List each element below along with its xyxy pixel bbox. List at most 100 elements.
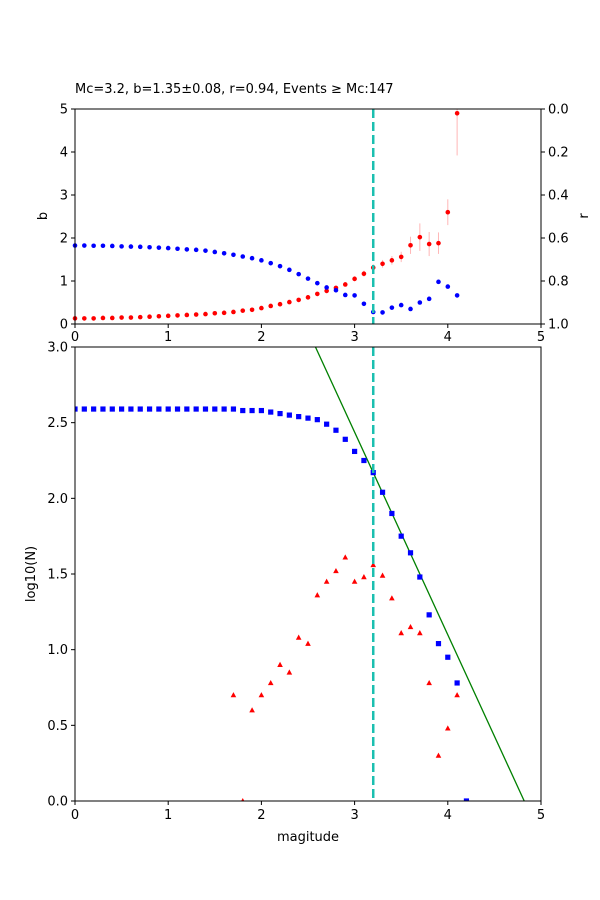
b-value-point	[454, 111, 460, 116]
bottom-x-tick-label: 0	[71, 808, 79, 823]
r-value-point	[82, 243, 87, 248]
r-value-point	[128, 244, 134, 249]
cumulative-count-point	[435, 641, 442, 647]
b-value-point	[100, 315, 106, 321]
b-value-point	[408, 243, 413, 248]
b-value-point	[128, 315, 134, 320]
cumulative-count-point	[174, 406, 181, 412]
r-y-tick-label: 0.8	[548, 275, 569, 290]
r-y-tick-label: 0.4	[548, 189, 569, 204]
r-value-point	[268, 260, 274, 266]
cumulative-count-point	[165, 406, 171, 412]
cumulative-count-point	[212, 406, 218, 412]
noncumulative-count-point	[258, 692, 265, 698]
cumulative-count-point	[109, 406, 115, 412]
cumulative-count-point	[202, 406, 209, 412]
b-value-point	[436, 240, 441, 246]
bottom-x-tick-label: 1	[164, 808, 172, 823]
cumulative-count-point	[258, 407, 264, 414]
r-value-point	[119, 244, 124, 249]
b-value-point	[445, 209, 451, 215]
b-value-point	[137, 314, 143, 320]
r-value-point	[426, 296, 432, 302]
b-panel-frame	[74, 108, 542, 325]
b-value-point	[231, 309, 236, 315]
b-value-point	[165, 313, 171, 319]
r-value-point	[389, 305, 395, 310]
cumulative-count-point	[240, 407, 246, 414]
noncumulative-count-point	[342, 554, 349, 560]
b-value-point	[305, 295, 311, 300]
b-y-tick-label: 0	[60, 318, 68, 333]
r-value-point	[333, 287, 339, 293]
b-value-point	[287, 299, 292, 305]
b-axis-label: b	[36, 212, 51, 220]
log-n-y-tick-label: 2.5	[47, 416, 68, 431]
cumulative-count-point	[398, 533, 404, 539]
b-value-point	[82, 316, 87, 321]
cumulative-count-point	[361, 457, 367, 464]
log-n-y-tick-label: 1.5	[47, 568, 68, 583]
noncumulative-count-point	[445, 725, 451, 731]
b-value-point	[249, 307, 255, 313]
b-value-point	[109, 315, 115, 321]
cumulative-count-point	[463, 798, 470, 801]
noncumulative-count-point	[351, 578, 358, 584]
r-value-point	[212, 249, 218, 255]
r-value-point	[408, 306, 413, 312]
cumulative-count-point	[352, 448, 358, 455]
cumulative-count-point	[277, 410, 283, 417]
r-y-tick-label: 0.6	[548, 232, 569, 247]
r-value-point	[417, 300, 423, 305]
r-value-point	[91, 243, 96, 249]
b-value-plot-area: 0 1 2 3 4 5 0 1 2 3 4 5 0.0 0.2 0.4 0.6 0.8 1.0	[60, 103, 569, 346]
b-value-point	[212, 310, 218, 316]
r-value-point	[361, 301, 367, 307]
b-value-point	[417, 234, 423, 240]
cumulative-count-point	[417, 574, 423, 580]
r-value-point	[184, 247, 190, 252]
log-n-y-tick-label: 0.0	[47, 795, 68, 810]
r-value-point	[342, 292, 348, 298]
noncumulative-count-point	[267, 679, 274, 686]
b-value-point	[221, 310, 227, 316]
r-value-point	[156, 245, 162, 250]
noncumulative-count-point	[435, 752, 442, 758]
cumulative-count-point	[324, 421, 330, 427]
cumulative-count-point	[286, 412, 292, 418]
cumulative-count-point	[445, 654, 451, 660]
bottom-x-tick-label: 2	[257, 808, 265, 823]
b-y-tick-label: 3	[60, 189, 68, 204]
r-value-point	[193, 247, 199, 253]
cumulative-count-point	[249, 407, 255, 414]
b-value-point	[361, 271, 367, 276]
b-value-point	[342, 282, 348, 287]
noncumulative-count-point	[379, 572, 386, 578]
cumulative-count-point	[342, 436, 348, 442]
r-value-point	[137, 244, 143, 250]
r-value-point	[296, 271, 301, 277]
cumulative-count-point	[230, 406, 237, 412]
b-value-point	[259, 305, 264, 311]
cumulative-count-point	[119, 406, 125, 412]
noncumulative-count-point	[426, 679, 432, 686]
magnitude-frequency-panel: 0 1 2 3 4 5 0.0 0.5 1.0 1.5 2.0 2.5 3.0 magitude log…	[24, 341, 545, 846]
cumulative-count-point	[75, 406, 78, 412]
b-value-point	[352, 276, 357, 282]
r-value-point	[147, 244, 152, 250]
r-value-point	[231, 252, 236, 258]
noncumulative-count-point	[323, 578, 330, 584]
noncumulative-count-point	[286, 669, 293, 675]
b-value-point	[184, 312, 190, 318]
top-x-tick-label: 1	[164, 330, 172, 345]
log-n-y-tick-label: 0.5	[47, 719, 68, 734]
cumulative-count-point	[314, 417, 320, 423]
cumulative-count-point	[193, 406, 199, 412]
noncumulative-count-point	[249, 707, 255, 713]
r-value-point	[240, 254, 246, 259]
b-value-point	[398, 254, 404, 260]
b-y-tick-label: 1	[60, 275, 68, 290]
cumulative-count-point	[407, 550, 414, 556]
noncumulative-count-point	[314, 592, 321, 598]
